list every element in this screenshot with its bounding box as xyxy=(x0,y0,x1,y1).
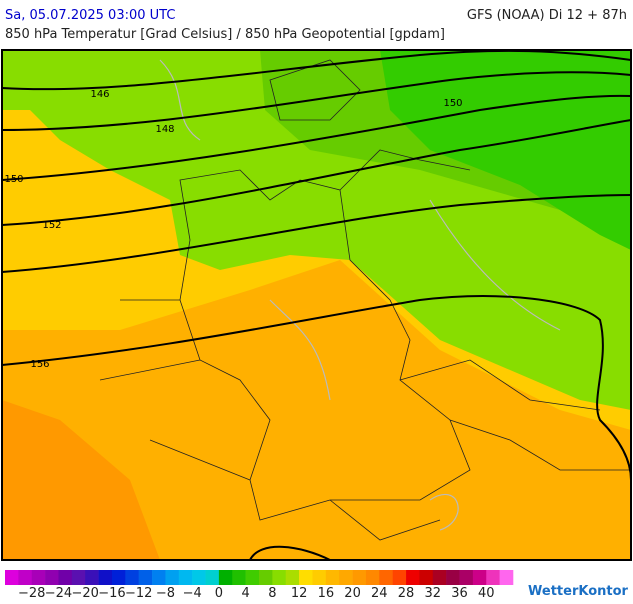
colorbar-bin xyxy=(446,570,460,585)
contour-line xyxy=(1,71,632,131)
colorbar-label: 24 xyxy=(371,586,388,600)
colorbar-bin xyxy=(379,570,393,585)
map-frame xyxy=(1,49,632,561)
colorbar-bin xyxy=(392,570,407,585)
colorbar-bin xyxy=(152,570,166,585)
brand-logo: WetterKontor xyxy=(528,584,629,599)
colorbar-bin xyxy=(486,570,500,585)
colorbar-bin xyxy=(125,570,139,585)
colorbar-bin xyxy=(272,570,287,585)
colorbar-bin xyxy=(71,570,86,585)
colorbar-bin xyxy=(98,570,113,585)
colorbar-bin xyxy=(18,570,33,585)
colorbar-label: 28 xyxy=(398,586,415,600)
colorbar-label: 8 xyxy=(268,586,276,600)
contour-line xyxy=(249,545,331,561)
header-model: GFS (NOAA) Di 12 + 87h xyxy=(467,8,627,23)
colorbar-bin xyxy=(299,570,313,585)
header-date: Sa, 05.07.2025 03:00 UTC xyxy=(5,8,175,23)
colorbar-bin xyxy=(259,570,273,585)
colorbar-label: 4 xyxy=(241,586,249,600)
colorbar-label: −28 xyxy=(18,586,45,600)
colorbar-bin xyxy=(232,570,246,585)
colorbar-bin xyxy=(5,570,19,585)
colorbar-bin xyxy=(205,570,220,585)
contour-line xyxy=(1,94,632,181)
contour-label: 148 xyxy=(155,124,174,135)
colorbar-label: −4 xyxy=(183,586,202,600)
colorbar-bin xyxy=(499,570,514,585)
contour-line xyxy=(1,119,632,226)
colorbar-bin xyxy=(352,570,367,585)
colorbar-bin xyxy=(419,570,434,585)
colorbar-bin xyxy=(138,570,153,585)
colorbar-bin xyxy=(58,570,73,585)
river xyxy=(159,59,561,531)
colorbar-bin xyxy=(245,570,260,585)
contour-label: 146 xyxy=(90,89,109,100)
colorbar-label: 0 xyxy=(215,586,223,600)
colorbar-label: −8 xyxy=(156,586,175,600)
colorbar-bin xyxy=(45,570,59,585)
colorbar-bin xyxy=(85,570,99,585)
colorbar-label: −16 xyxy=(98,586,125,600)
contour-line xyxy=(1,194,632,273)
colorbar-bin xyxy=(178,570,193,585)
colorbar-label: 12 xyxy=(291,586,308,600)
colorbar-label: 20 xyxy=(344,586,361,600)
colorbar-label: −24 xyxy=(45,586,72,600)
colorbar-bin xyxy=(31,570,46,585)
colorbar-label: 16 xyxy=(318,586,335,600)
colorbar-bin xyxy=(459,570,474,585)
colorbar-label: 40 xyxy=(478,586,495,600)
colorbar-label: −20 xyxy=(71,586,98,600)
colorbar-bin xyxy=(111,570,126,585)
colorbar: −28 −24 −20 −16 −12 −8 −4 0 4 8 12 16 20 24 28 32 36 40 xyxy=(5,570,514,601)
border xyxy=(99,59,631,541)
colorbar-bin xyxy=(365,570,380,585)
colorbar-bin xyxy=(218,570,233,585)
colorbar-bin xyxy=(432,570,447,585)
contour-line xyxy=(1,295,632,481)
colorbar-bin xyxy=(406,570,420,585)
contour-label: 156 xyxy=(30,359,49,370)
colorbar-bin xyxy=(312,570,327,585)
colorbar-label: 32 xyxy=(425,586,442,600)
contour-label: 150 xyxy=(443,98,462,109)
colorbar-bin xyxy=(165,570,180,585)
colorbar-bin xyxy=(472,570,487,585)
contour-line xyxy=(1,49,632,91)
colorbar-bin xyxy=(325,570,340,585)
contour-label: 150 xyxy=(4,174,23,185)
colorbar-bin xyxy=(285,570,300,585)
colorbar-label: −12 xyxy=(125,586,152,600)
colorbar-bin xyxy=(192,570,206,585)
header-subtitle: 850 hPa Temperatur [Grad Celsius] / 850 … xyxy=(5,27,445,42)
map: 146 148 150 152 156 150 xyxy=(1,49,632,561)
contour-label: 152 xyxy=(42,220,61,231)
temp-area xyxy=(380,50,631,250)
temp-area xyxy=(2,400,160,560)
colorbar-bin xyxy=(339,570,353,585)
colorbar-label: 36 xyxy=(451,586,468,600)
